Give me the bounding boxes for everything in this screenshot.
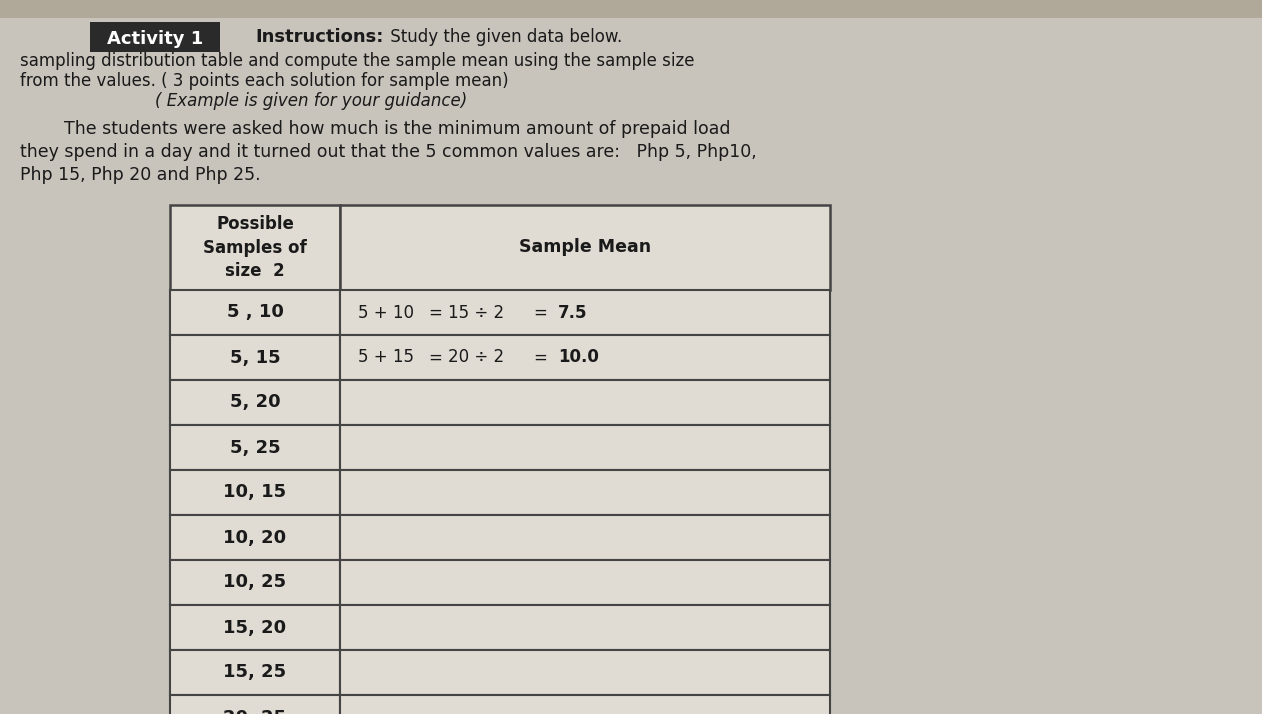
Text: 20, 25: 20, 25	[223, 708, 286, 714]
Text: sampling distribution table and compute the sample mean using the sample size: sampling distribution table and compute …	[20, 52, 694, 70]
Text: =: =	[533, 303, 546, 321]
Text: 5, 15: 5, 15	[230, 348, 280, 366]
Bar	[0, 0, 1262, 18]
Text: =: =	[428, 303, 442, 321]
Bar	[170, 205, 339, 290]
Bar	[339, 605, 830, 650]
Text: The students were asked how much is the minimum amount of prepaid load: The students were asked how much is the …	[20, 120, 731, 138]
Bar	[170, 425, 339, 470]
Bar	[170, 380, 339, 425]
Text: Activity 1: Activity 1	[107, 30, 203, 48]
Text: 5 + 15: 5 + 15	[358, 348, 414, 366]
Bar	[170, 695, 339, 714]
Text: 5, 20: 5, 20	[230, 393, 280, 411]
Text: 15 ÷ 2: 15 ÷ 2	[448, 303, 504, 321]
Bar	[339, 650, 830, 695]
Text: 10, 20: 10, 20	[223, 528, 286, 546]
Bar	[339, 470, 830, 515]
Bar	[170, 650, 339, 695]
Text: Instructions:: Instructions:	[255, 28, 384, 46]
Text: 10.0: 10.0	[558, 348, 599, 366]
Text: from the values. ( 3 points each solution for sample mean): from the values. ( 3 points each solutio…	[20, 72, 509, 90]
Text: Sample Mean: Sample Mean	[519, 238, 651, 256]
Text: 5, 25: 5, 25	[230, 438, 280, 456]
Text: 10, 15: 10, 15	[223, 483, 286, 501]
Text: ( Example is given for your guidance): ( Example is given for your guidance)	[155, 92, 467, 110]
Text: 15, 25: 15, 25	[223, 663, 286, 681]
Text: they spend in a day and it turned out that the 5 common values are:   Php 5, Php: they spend in a day and it turned out th…	[20, 143, 757, 161]
Bar	[170, 515, 339, 560]
Bar	[90, 22, 220, 52]
Bar	[339, 380, 830, 425]
Text: 20 ÷ 2: 20 ÷ 2	[448, 348, 504, 366]
Bar	[170, 470, 339, 515]
Text: Php 15, Php 20 and Php 25.: Php 15, Php 20 and Php 25.	[20, 166, 261, 184]
Bar	[339, 335, 830, 380]
Bar	[170, 290, 339, 335]
Bar	[339, 205, 830, 290]
Text: Study the given data below.: Study the given data below.	[385, 28, 622, 46]
Text: 5 , 10: 5 , 10	[227, 303, 284, 321]
Bar	[339, 425, 830, 470]
Bar	[339, 560, 830, 605]
Text: =: =	[533, 348, 546, 366]
Bar	[170, 335, 339, 380]
Bar	[339, 515, 830, 560]
Bar	[339, 290, 830, 335]
Bar	[170, 560, 339, 605]
Text: =: =	[428, 348, 442, 366]
Text: 5 + 10: 5 + 10	[358, 303, 414, 321]
Bar	[339, 695, 830, 714]
Text: 15, 20: 15, 20	[223, 618, 286, 636]
Bar	[170, 605, 339, 650]
Text: 10, 25: 10, 25	[223, 573, 286, 591]
Text: 7.5: 7.5	[558, 303, 588, 321]
Text: Possible
Samples of
size  2: Possible Samples of size 2	[203, 215, 307, 280]
